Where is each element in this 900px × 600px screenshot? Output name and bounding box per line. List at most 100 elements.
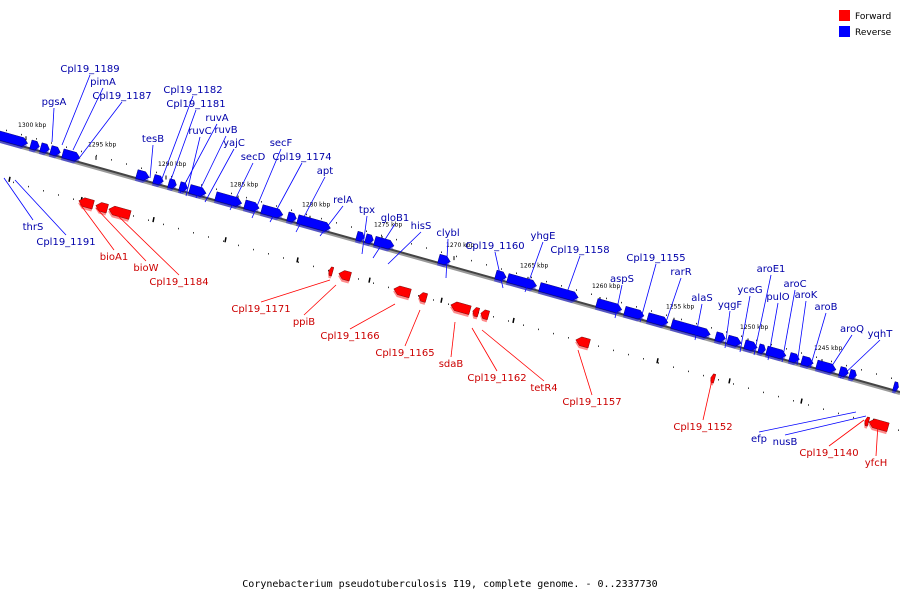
minor-tick bbox=[891, 377, 892, 379]
forward-gene-feature bbox=[480, 309, 490, 323]
leader-line bbox=[113, 211, 180, 276]
leader-line bbox=[229, 162, 254, 211]
minor-tick bbox=[546, 280, 547, 283]
minor-tick bbox=[306, 213, 307, 216]
reverse-gene-feature bbox=[354, 230, 365, 244]
minor-tick bbox=[703, 374, 704, 377]
gene-label: bioA1 bbox=[100, 252, 128, 263]
minor-tick bbox=[21, 133, 22, 136]
leader-line bbox=[179, 123, 218, 194]
leader-line bbox=[95, 207, 147, 262]
forward-gene-feature bbox=[575, 336, 591, 351]
minor-tick bbox=[786, 348, 787, 350]
minor-tick bbox=[771, 343, 772, 346]
minor-tick bbox=[51, 142, 52, 144]
minor-tick bbox=[681, 318, 682, 321]
leader-line bbox=[564, 255, 581, 299]
minor-tick bbox=[163, 223, 164, 226]
minor-tick bbox=[793, 400, 794, 402]
gene-label: secF bbox=[270, 138, 293, 149]
reverse-gene-feature bbox=[725, 334, 742, 349]
minor-tick bbox=[58, 194, 59, 196]
gene-label: tpx bbox=[359, 205, 375, 216]
gene-label: aroB bbox=[815, 302, 838, 313]
reverse-gene-feature bbox=[756, 343, 766, 357]
gene-label: tesB bbox=[142, 134, 164, 145]
gene-label: yhgE bbox=[531, 231, 556, 242]
leader-line bbox=[404, 309, 421, 347]
minor-tick bbox=[433, 299, 434, 301]
gene-label: nusB bbox=[773, 437, 798, 448]
gene-label: Cpl19_1157 bbox=[562, 397, 621, 408]
legend-swatch bbox=[839, 10, 850, 21]
minor-tick bbox=[448, 303, 449, 305]
gene-label: Cpl19_1160 bbox=[465, 241, 524, 252]
gene-label: Cpl19_1189 bbox=[60, 64, 119, 75]
minor-tick bbox=[313, 265, 314, 268]
gene-label: pimA bbox=[90, 77, 116, 88]
minor-tick bbox=[66, 146, 67, 148]
leader-line bbox=[195, 135, 227, 199]
gene-label: aroE1 bbox=[757, 264, 786, 275]
gene-label: Cpl19_1140 bbox=[799, 448, 858, 459]
leader-line bbox=[167, 109, 197, 189]
reverse-gene-feature bbox=[594, 298, 623, 316]
reverse-gene-feature bbox=[847, 369, 857, 382]
gene-label: ruvB bbox=[214, 125, 237, 136]
gene-label: Cpl19_1152 bbox=[673, 422, 732, 433]
minor-tick bbox=[246, 196, 247, 199]
gene-label: yceG bbox=[737, 285, 762, 296]
minor-tick bbox=[651, 310, 652, 312]
minor-tick bbox=[156, 171, 157, 174]
minor-tick bbox=[613, 349, 614, 352]
minor-tick bbox=[73, 198, 74, 200]
reverse-gene-feature bbox=[213, 191, 243, 209]
forward-gene-feature bbox=[108, 205, 132, 222]
reverse-gene-feature bbox=[622, 306, 645, 322]
minor-tick bbox=[351, 226, 352, 228]
minor-tick bbox=[628, 353, 629, 356]
genome-caption: Corynebacterium pseudotuberculosis I19, … bbox=[242, 579, 657, 590]
leader-line bbox=[14, 179, 67, 236]
gene-label: Cpl19_1187 bbox=[92, 91, 151, 102]
minor-tick bbox=[658, 362, 659, 364]
reverse-gene-feature bbox=[669, 319, 711, 340]
leader-line bbox=[828, 419, 865, 447]
reverse-gene-feature bbox=[742, 339, 758, 354]
minor-tick bbox=[268, 253, 269, 255]
minor-tick bbox=[576, 289, 577, 291]
minor-tick bbox=[501, 268, 502, 270]
minor-tick bbox=[456, 255, 457, 258]
forward-gene-feature bbox=[868, 418, 890, 435]
minor-tick bbox=[898, 429, 899, 431]
leader-line bbox=[524, 241, 544, 293]
minor-tick bbox=[238, 244, 239, 247]
minor-tick bbox=[823, 408, 824, 410]
gene-label: pulO bbox=[766, 292, 789, 303]
reverse-gene-feature bbox=[28, 139, 40, 153]
gene-label: rarR bbox=[670, 267, 691, 278]
legend-label: Reverse bbox=[855, 28, 892, 38]
scale-label: 1275 kbp bbox=[374, 222, 402, 229]
scale-label: 1285 kbp bbox=[230, 181, 258, 188]
leader-line bbox=[319, 205, 344, 237]
reverse-gene-feature bbox=[166, 178, 177, 191]
leader-line bbox=[251, 148, 282, 219]
leader-line bbox=[758, 411, 857, 433]
reverse-gene-feature bbox=[363, 233, 374, 247]
forward-gene-feature bbox=[95, 202, 109, 216]
reverse-gene-feature bbox=[60, 148, 81, 164]
minor-tick bbox=[666, 314, 667, 316]
minor-tick bbox=[336, 222, 337, 224]
gene-label: pgsA bbox=[42, 97, 67, 108]
minor-tick bbox=[396, 238, 397, 241]
minor-tick bbox=[133, 215, 134, 217]
minor-tick bbox=[696, 322, 697, 325]
minor-tick bbox=[111, 159, 112, 161]
minor-tick bbox=[711, 327, 712, 329]
gene-label: Cpl19_1191 bbox=[36, 237, 95, 248]
minor-tick bbox=[816, 356, 817, 358]
gene-features bbox=[0, 130, 899, 435]
